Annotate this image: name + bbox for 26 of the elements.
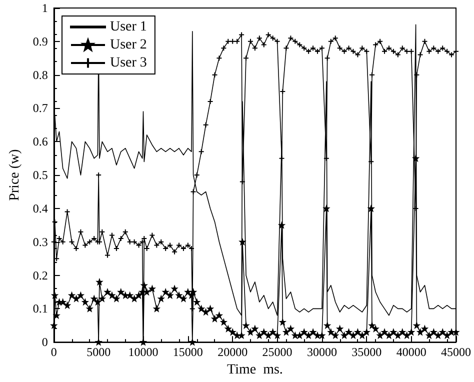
- legend-label: User 2: [110, 38, 147, 52]
- x-axis-title: Time ms.: [227, 362, 283, 378]
- x-tick-label: 20000: [218, 345, 248, 360]
- x-tick-label: 25000: [262, 345, 292, 360]
- y-tick-label: 0.1: [32, 302, 48, 316]
- y-tick-label: 0.7: [32, 101, 48, 116]
- y-axis-title: Price (w): [8, 148, 22, 201]
- x-tick-label: 45000: [441, 345, 471, 360]
- y-tick-label: 0.6: [32, 134, 48, 149]
- y-tick-label: 0.4: [32, 201, 48, 216]
- y-tick-label: 0.2: [32, 268, 48, 282]
- y-tick-label: 0.5: [32, 168, 48, 182]
- x-tick-label: 35000: [352, 345, 382, 360]
- y-tick-label: 0.3: [32, 234, 48, 249]
- x-tick-label: 5000: [86, 345, 111, 360]
- x-tick-label: 0: [50, 345, 57, 360]
- x-tick-label: 40000: [396, 345, 426, 360]
- y-tick-label: 0.9: [32, 34, 48, 48]
- legend-label: User 1: [110, 20, 147, 34]
- x-tick-label: 15000: [172, 345, 203, 360]
- y-tick-label: 1: [42, 1, 48, 15]
- x-tick-label: 30000: [306, 345, 337, 360]
- x-tick-label: 10000: [128, 345, 158, 360]
- y-tick-label: 0.8: [32, 68, 48, 82]
- y-tick-label: 0: [42, 335, 48, 350]
- legend-label: User 3: [110, 56, 147, 70]
